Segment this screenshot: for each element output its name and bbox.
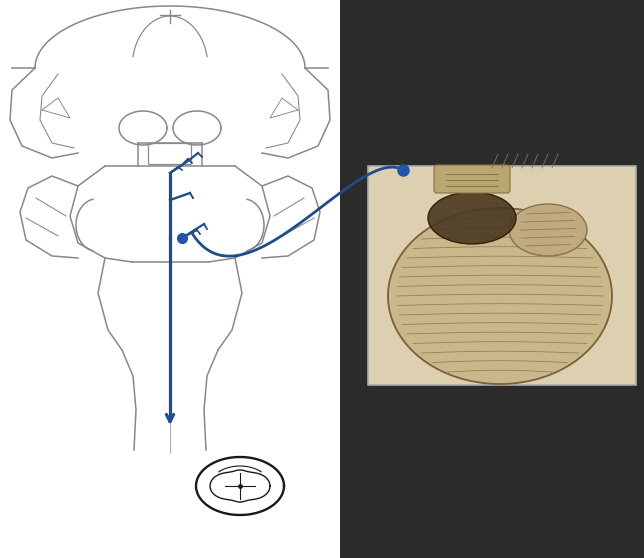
Polygon shape <box>210 470 270 502</box>
Ellipse shape <box>509 204 587 256</box>
FancyBboxPatch shape <box>434 165 510 193</box>
Bar <box>0 0 340 558</box>
Polygon shape <box>388 208 612 384</box>
Bar <box>368 166 636 385</box>
Ellipse shape <box>428 192 516 244</box>
